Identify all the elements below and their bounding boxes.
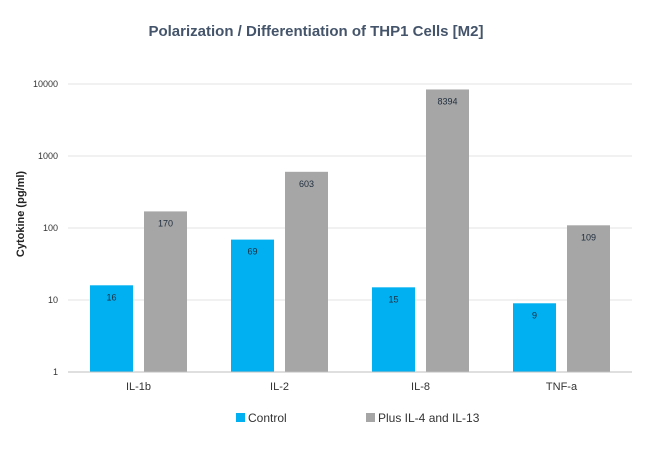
bar-il-2-treated — [285, 171, 328, 372]
legend-swatch — [236, 413, 245, 422]
data-label: 170 — [158, 218, 173, 228]
y-axis-ticks: 1 10 100 1000 10000 — [33, 79, 58, 377]
data-label: 8394 — [437, 96, 457, 106]
x-tick-label: TNF-a — [546, 381, 578, 393]
x-axis-ticks: IL-1b IL-2 IL-8 TNF-a — [126, 381, 578, 393]
data-label: 9 — [532, 310, 537, 320]
bar-il-1b-treated — [144, 211, 187, 372]
bar-il-8-treated — [426, 89, 469, 372]
bar-il-1b-control — [90, 285, 133, 372]
bars — [90, 89, 610, 372]
y-tick-label: 1000 — [38, 151, 58, 161]
data-label: 603 — [299, 179, 314, 189]
legend-label: Plus IL-4 and IL-13 — [378, 411, 480, 425]
chart-title: Polarization / Differentiation of THP1 C… — [148, 23, 483, 40]
data-label: 15 — [388, 294, 398, 304]
bar-il-8-control — [372, 287, 415, 372]
y-tick-label: 10000 — [33, 79, 58, 89]
bar-il-2-control — [231, 239, 274, 372]
data-label: 16 — [106, 292, 116, 302]
y-tick-label: 1 — [53, 367, 58, 377]
legend-swatch — [366, 413, 375, 422]
y-axis-label: Cytokine (pg/ml) — [15, 171, 27, 258]
data-label: 69 — [247, 247, 257, 257]
x-tick-label: IL-8 — [411, 381, 430, 393]
legend-label: Control — [248, 411, 287, 425]
x-tick-label: IL-2 — [270, 381, 289, 393]
legend: Control Plus IL-4 and IL-13 — [236, 411, 480, 425]
y-tick-label: 100 — [43, 223, 58, 233]
data-labels: 16 170 69 603 15 8394 9 109 — [106, 96, 596, 320]
y-tick-label: 10 — [48, 295, 58, 305]
bar-tnf-a-treated — [567, 225, 610, 372]
data-label: 109 — [581, 232, 596, 242]
x-tick-label: IL-1b — [126, 381, 151, 393]
bar-tnf-a-control — [513, 303, 556, 372]
